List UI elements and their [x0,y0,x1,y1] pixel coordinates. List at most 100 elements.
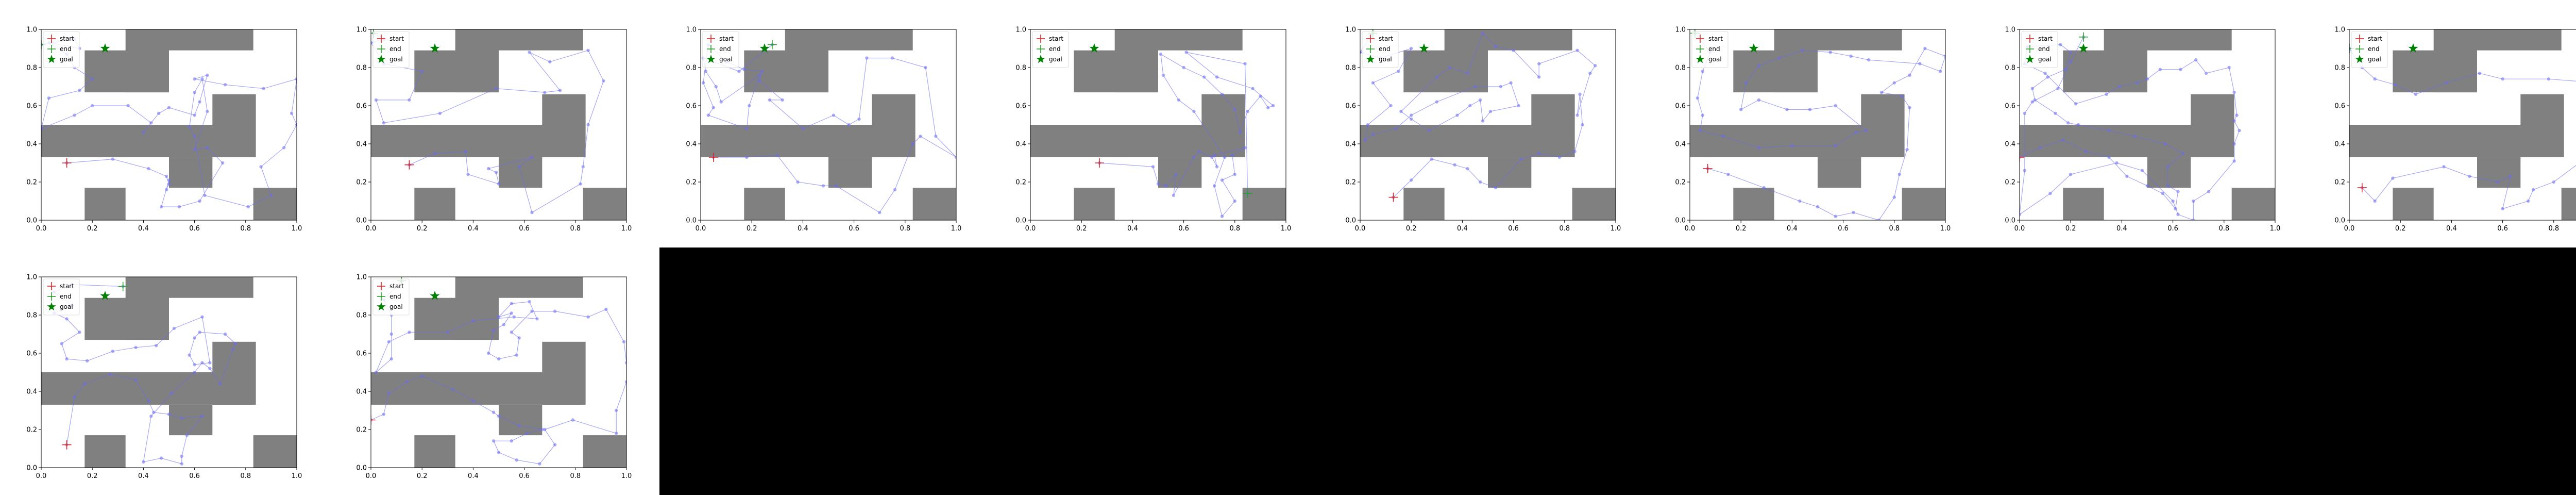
obstacle-8 [253,435,297,468]
end-marker [1243,189,1252,199]
path-point-16 [2107,128,2111,133]
end-marker [2079,32,2088,42]
plot-area [371,277,626,468]
y-tick-label: 0.6 [26,350,37,358]
path-point-27 [1410,117,1413,121]
y-tick-label: 1.0 [686,26,697,34]
path-point-31 [1266,106,1270,109]
path-point-55 [2023,169,2027,172]
plot-area [1030,29,1286,220]
legend-label-goal: goal [1708,56,1722,63]
path-point-28 [2043,71,2047,75]
y-tick-label: 0.0 [2334,217,2345,225]
obstacle-6 [1158,157,1202,188]
path-point-40 [528,300,531,304]
path-point-31 [198,100,201,104]
axes-frame [1030,29,1286,221]
path-point-4 [2084,150,2088,153]
path-point-19 [1938,70,1942,73]
y-tick-label: 0.4 [1675,141,1686,148]
obstacle-8 [1902,188,1945,220]
y-tick-label: 0.0 [356,465,367,472]
path-point-43 [471,319,475,323]
path-point-4 [405,380,409,384]
path-point-30 [2105,92,2108,96]
path-point-24 [223,332,227,336]
y-tick-label: 0.2 [356,179,367,187]
path-point-25 [1435,75,1438,79]
y-tick-label: 0.2 [26,426,37,434]
x-tick-label: 0.2 [1736,225,1747,233]
y-tick-label: 0.0 [2005,217,2015,225]
path-point-12 [525,432,529,435]
legend-label-start: start [60,35,74,42]
path-point-7 [152,410,156,414]
path-point-17 [538,462,541,466]
axes-frame [1689,29,1946,221]
legend-goal-marker [47,302,56,311]
obstacle-2 [455,29,499,93]
y-tick-label: 0.2 [2005,179,2015,187]
legend-label-end: end [2368,45,2380,53]
path-point-5 [2467,174,2471,178]
path-point-12 [2166,165,2170,169]
y-tick-label: 0.8 [1675,64,1686,72]
x-tick-label: 0.0 [36,472,47,480]
start-marker [62,440,72,450]
path-point-9 [180,416,183,420]
path-point-32 [155,344,158,348]
x-tick-label: 0.6 [189,225,200,233]
legend: start end goal [1691,31,1728,68]
plot-area [41,29,297,220]
subplot-8: 0.00.20.40.60.81.00.00.20.40.60.81.0star… [2308,0,2576,248]
obstacle-5 [371,125,583,157]
path-point-15 [1892,81,1896,85]
path-point-32 [757,73,761,77]
obstacle-7 [2393,188,2434,220]
path-point-26 [1220,92,1224,96]
path-point-24 [1448,65,1451,70]
path-point-12 [1243,146,1247,150]
x-tick-label: 0.8 [570,472,581,480]
path-point-15 [1588,71,1592,75]
x-tick-label: 1.0 [1281,225,1292,233]
legend-label-goal: goal [719,56,733,63]
legend-goal-marker [377,55,386,63]
y-tick-label: 0.4 [26,141,37,148]
path-point-40 [1701,113,1704,117]
path-point-14 [1879,90,1884,94]
path-point-47 [2192,218,2195,220]
path-point-21 [1177,98,1180,102]
path-point-26 [193,336,196,340]
path-point-47 [1410,46,1413,51]
path-point-31 [517,336,521,340]
legend-label-goal: goal [1049,56,1062,63]
path-point-15 [497,451,501,454]
path-point-48 [389,357,393,361]
legend-start-marker [377,282,385,290]
legend-end-marker [1037,45,1045,53]
legend-start-marker [2026,35,2034,43]
start-marker [62,158,72,168]
y-tick-label: 0.8 [356,312,367,320]
legend-label-end: end [60,293,72,300]
x-tick-label: 0.4 [138,472,149,480]
path-point-49 [1360,51,1362,54]
x-tick-label: 0.8 [570,225,581,233]
x-tick-label: 1.0 [951,225,962,233]
path-point-38 [497,315,501,319]
y-tick-label: 0.8 [26,312,37,320]
legend-end-marker [1366,45,1375,53]
legend-start-marker [1366,35,1375,43]
path-point-13 [1230,154,1234,157]
obstacle-8 [912,188,956,220]
x-tick-label: 0.8 [2548,225,2559,233]
legend-label-end: end [1379,45,1391,53]
path-point-6 [1478,180,1482,184]
path-point-5 [167,182,171,186]
path-point-38 [2227,65,2231,70]
plot-svg: 0.0 0.2 0.4 0.6 0.8 1.0 0.0 0.2 0.4 0.6 0.8 1.0 star… [1345,26,1621,233]
legend-label-goal: goal [389,56,403,63]
path-point-34 [111,350,115,353]
legend-goal-marker [1366,55,1375,63]
